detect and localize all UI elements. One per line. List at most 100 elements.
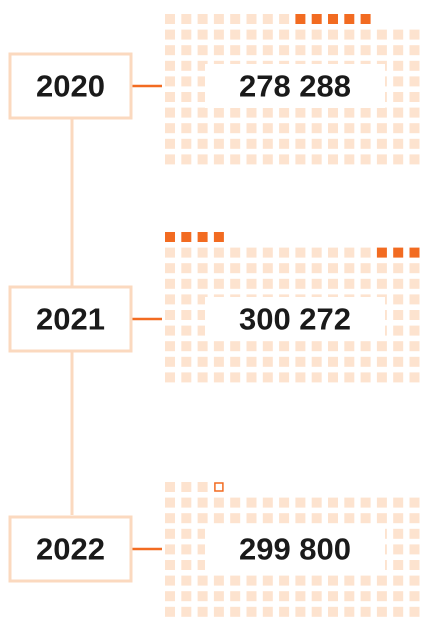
unit-square [376, 29, 387, 40]
unit-square [181, 60, 192, 71]
unit-square [230, 513, 241, 524]
unit-square [393, 263, 404, 274]
unit-square [311, 123, 322, 134]
unit-square [344, 247, 355, 258]
unit-square [213, 591, 224, 602]
unit-square [360, 575, 371, 586]
unit-square [376, 606, 387, 617]
unit-square [181, 591, 192, 602]
unit-square [165, 92, 175, 102]
unit-square [344, 356, 355, 367]
unit-square [165, 560, 175, 570]
unit-square [197, 482, 208, 492]
unit-square [409, 560, 420, 570]
unit-square [409, 528, 420, 539]
unit-square [376, 372, 387, 383]
unit-square [295, 263, 306, 274]
unit-square [197, 356, 208, 367]
unit-square [230, 278, 241, 289]
unit-square [165, 45, 175, 56]
unit-square [213, 278, 224, 289]
unit-square [181, 14, 192, 24]
unit-square [279, 29, 290, 40]
unit-square [165, 138, 175, 149]
unit-square [344, 591, 355, 602]
unit-square [344, 29, 355, 40]
year-label: 2020 [36, 69, 105, 104]
unit-square [213, 356, 224, 367]
unit-square [213, 497, 224, 508]
unit-square [409, 606, 420, 617]
unit-square [393, 591, 404, 602]
unit-square [262, 263, 273, 274]
unit-square [197, 544, 208, 555]
unit-square [181, 497, 192, 508]
unit-square [295, 606, 306, 617]
unit-square [360, 372, 371, 383]
unit-square [213, 513, 224, 524]
unit-square [165, 154, 175, 165]
unit-square [279, 138, 290, 149]
unit-square [262, 247, 273, 258]
unit-square [181, 76, 192, 87]
unit-square [279, 45, 290, 56]
unit-square [344, 138, 355, 149]
unit-square [376, 575, 387, 586]
unit-square [409, 513, 420, 524]
value-label: 278 288 [239, 69, 351, 104]
unit-square [262, 154, 273, 165]
unit-square [230, 497, 241, 508]
unit-square [311, 138, 322, 149]
unit-square [230, 591, 241, 602]
unit-square [344, 107, 355, 118]
unit-square [262, 606, 273, 617]
unit-square [344, 513, 355, 524]
value-label: 300 272 [239, 302, 351, 337]
unit-square [181, 606, 192, 617]
unit-square [328, 138, 338, 149]
unit-square [246, 356, 257, 367]
unit-square [246, 341, 257, 352]
unit-square [246, 247, 257, 258]
unit-square [409, 92, 420, 102]
unit-square [230, 575, 241, 586]
unit-square [328, 372, 338, 383]
unit-square [246, 29, 257, 40]
unit-square [393, 294, 404, 305]
unit-square [328, 45, 338, 56]
unit-square [165, 591, 175, 602]
unit-square [262, 45, 273, 56]
unit-square [181, 45, 192, 56]
unit-square [393, 310, 404, 320]
unit-square [230, 14, 241, 24]
unit-square [246, 263, 257, 274]
unit-square [311, 575, 322, 586]
unit-square [165, 372, 175, 383]
unit-square [197, 123, 208, 134]
unit-square [409, 325, 420, 336]
unit-square [197, 154, 208, 165]
unit-square [165, 29, 175, 40]
unit-square [213, 123, 224, 134]
unit-square [246, 372, 257, 383]
unit-square [279, 123, 290, 134]
unit-square [213, 263, 224, 274]
unit-square [328, 263, 338, 274]
unit-square [246, 123, 257, 134]
unit-square [197, 76, 208, 87]
unit-square [181, 278, 192, 289]
unit-square [262, 341, 273, 352]
unit-square [360, 138, 371, 149]
unit-square [344, 497, 355, 508]
unit-square [393, 544, 404, 555]
unit-square [214, 482, 224, 492]
unit-square [360, 278, 371, 289]
unit-square [295, 497, 306, 508]
unit-square [197, 247, 208, 258]
unit-square [360, 14, 371, 24]
unit-square [181, 528, 192, 539]
unit-square [181, 138, 192, 149]
unit-square [295, 356, 306, 367]
unit-square [165, 14, 175, 24]
unit-square [230, 606, 241, 617]
